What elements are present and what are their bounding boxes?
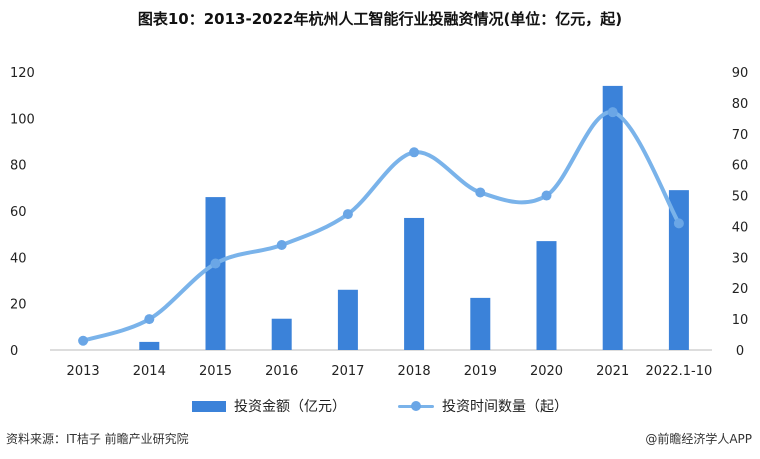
x-tick-label: 2020: [530, 364, 563, 379]
left-tick-label: 120: [10, 66, 35, 81]
legend-bar-label: 投资金额（亿元）: [234, 399, 346, 415]
line-point: [673, 218, 684, 229]
left-tick-label: 80: [10, 159, 27, 174]
right-tick-label: 0: [736, 344, 744, 359]
right-tick-label: 30: [732, 251, 749, 266]
right-tick-label: 50: [732, 190, 749, 205]
x-tick-label: 2018: [398, 364, 431, 379]
right-tick-label: 90: [732, 66, 749, 81]
right-axis-ticks: 0 10 20 30 40 50 60 70 80 90: [732, 66, 749, 359]
line-point: [607, 107, 618, 118]
footer: 资料来源：IT桔子 前瞻产业研究院 @前瞻经济学人APP: [0, 430, 760, 454]
x-tick-label: 2019: [464, 364, 497, 379]
bar: [536, 241, 557, 350]
line-point: [475, 187, 486, 198]
chart-title: 图表10：2013-2022年杭州人工智能行业投融资情况(单位：亿元，起): [137, 10, 623, 28]
bar: [602, 85, 623, 351]
right-tick-label: 40: [732, 220, 749, 235]
line-point: [541, 190, 552, 201]
x-tick-label: 2022.1-10: [646, 364, 713, 379]
left-tick-label: 40: [10, 251, 27, 266]
right-tick-label: 70: [732, 128, 749, 143]
bar: [271, 318, 292, 350]
line-series-points: [78, 107, 684, 346]
legend-line-label: 投资时间数量（起）: [442, 399, 568, 415]
x-tick-label: 2017: [331, 364, 364, 379]
line-point: [342, 209, 353, 220]
bar: [337, 289, 358, 350]
x-tick-label: 2021: [596, 364, 629, 379]
legend: 投资金额（亿元） 投资时间数量（起）: [0, 396, 760, 416]
legend-item-bar: 投资金额（亿元）: [192, 396, 346, 416]
bar: [404, 217, 425, 350]
left-axis-ticks: 0 20 40 60 80 100 120: [10, 66, 35, 359]
combo-chart: 0 20 40 60 80 100 120 0 10 20 30 40 50 60 70 80 90 2013…: [10, 66, 749, 379]
brand-credit: @前瞻经济学人APP: [645, 432, 752, 446]
legend-item-line: 投资时间数量（起）: [398, 396, 568, 416]
bar: [470, 297, 491, 350]
right-tick-label: 20: [732, 282, 749, 297]
x-tick-label: 2015: [199, 364, 232, 379]
left-tick-label: 100: [10, 112, 35, 127]
right-tick-label: 10: [732, 313, 749, 328]
left-tick-label: 0: [10, 344, 18, 359]
line-series-path: [81, 110, 681, 343]
bar-series: [139, 85, 689, 351]
x-tick-label: 2016: [265, 364, 298, 379]
line-point: [276, 239, 287, 250]
x-tick-label: 2013: [67, 364, 100, 379]
bar: [205, 197, 226, 350]
legend-line-swatch: [398, 400, 434, 412]
left-tick-label: 20: [10, 298, 27, 313]
right-tick-label: 60: [732, 159, 749, 174]
bar: [668, 190, 689, 350]
source-note: 资料来源：IT桔子 前瞻产业研究院: [6, 432, 189, 446]
line-point: [409, 147, 420, 158]
left-tick-label: 60: [10, 205, 27, 220]
line-point: [78, 335, 89, 346]
legend-bar-swatch: [192, 400, 226, 412]
line-point: [144, 314, 155, 325]
bar: [139, 341, 160, 350]
right-tick-label: 80: [732, 97, 749, 112]
line-point: [210, 258, 221, 269]
x-tick-label: 2014: [133, 364, 166, 379]
x-axis-ticks: 2013 2014 2015 2016 2017 2018 2019 2020 2021 2022…: [67, 364, 713, 379]
